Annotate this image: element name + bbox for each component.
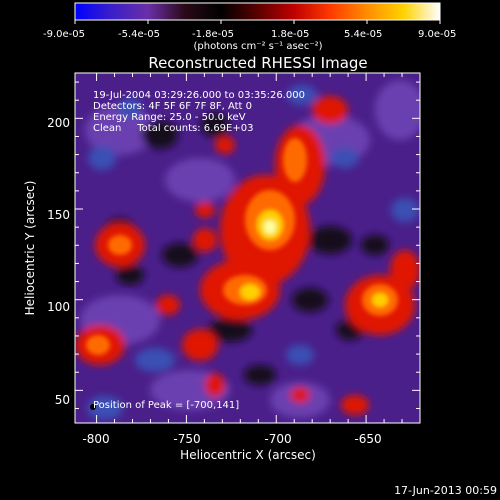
peak-marker [90, 404, 96, 410]
info-clean-counts: Clean Total counts: 6.69E+03 [93, 123, 253, 134]
colorbar-tick-label-4: 5.4e-05 [344, 29, 382, 40]
footer-date: 17-Jun-2013 00:59 [394, 484, 497, 497]
colorbar-units-label: (photons cm⁻² s⁻¹ asec⁻²) [193, 41, 322, 52]
colorbar-tick-label-1: -5.4e-05 [118, 29, 160, 40]
info-time-range: 19-Jul-2004 03:29:26.000 to 03:35:26.000 [93, 90, 305, 101]
colorbar-tick-label-0: -9.0e-05 [43, 29, 85, 40]
y-tick-label-0: 50 [55, 393, 70, 407]
y-tick-label-2: 150 [47, 208, 70, 222]
y-tick-label-3: 200 [47, 116, 70, 130]
x-tick-label-2: -700 [264, 432, 291, 446]
colorbar-strip [74, 2, 441, 21]
observation-info: 19-Jul-2004 03:29:26.000 to 03:35:26.000… [93, 90, 305, 134]
image-blobs-bright [86, 138, 398, 355]
info-energy-range: Energy Range: 25.0 - 50.0 keV [93, 112, 246, 123]
peak-position-label: Position of Peak = [-700,141] [93, 400, 239, 411]
y-axis-ticks [75, 81, 420, 409]
info-detectors: Detectors: 4F 5F 6F 7F 8F, Att 0 [93, 101, 252, 112]
colorbar: -9.0e-05 -5.4e-05 -1.8e-05 1.8e-05 5.4e-… [43, 2, 456, 52]
x-axis-label: Heliocentric X (arcsec) [180, 448, 316, 462]
solar-image [75, 73, 420, 423]
plot-frame [74, 72, 421, 424]
x-tick-label-3: -650 [354, 432, 381, 446]
colorbar-tick-label-2: -1.8e-05 [192, 29, 234, 40]
y-axis-label: Heliocentric Y (arcsec) [23, 181, 37, 316]
x-tick-label-1: -750 [173, 432, 200, 446]
image-blobs-soft [75, 80, 420, 420]
plot-title: Reconstructed RHESSI Image [148, 54, 367, 72]
colorbar-tick-label-5: 9.0e-05 [418, 29, 456, 40]
colorbar-tick-label-3: 1.8e-05 [271, 29, 309, 40]
x-axis-ticks [96, 73, 403, 423]
x-tick-label-0: -800 [82, 432, 109, 446]
colorbar-ticks [74, 20, 441, 24]
y-tick-label-1: 100 [47, 300, 70, 314]
